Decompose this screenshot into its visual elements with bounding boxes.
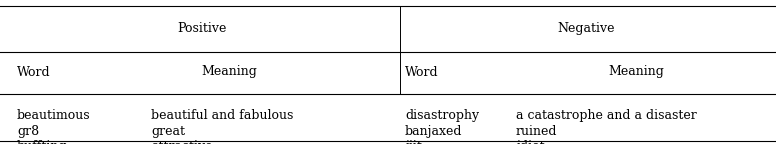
Text: Meaning: Meaning: [201, 66, 257, 78]
Text: a catastrophe and a disaster: a catastrophe and a disaster: [516, 109, 697, 122]
Text: buffting: buffting: [17, 140, 68, 144]
Text: Word: Word: [405, 66, 438, 78]
Text: ijit: ijit: [405, 140, 422, 144]
Text: beautiful and fabulous: beautiful and fabulous: [151, 109, 293, 122]
Text: great: great: [151, 125, 185, 138]
Text: Word: Word: [17, 66, 50, 78]
Text: banjaxed: banjaxed: [405, 125, 462, 138]
Text: Positive: Positive: [177, 22, 227, 35]
Text: idiot: idiot: [516, 140, 545, 144]
Text: beautimous: beautimous: [17, 109, 91, 122]
Text: ruined: ruined: [516, 125, 557, 138]
Text: Meaning: Meaning: [608, 66, 664, 78]
Text: disastrophy: disastrophy: [405, 109, 480, 122]
Text: attractive: attractive: [151, 140, 213, 144]
Text: gr8: gr8: [17, 125, 40, 138]
Text: Negative: Negative: [557, 22, 615, 35]
